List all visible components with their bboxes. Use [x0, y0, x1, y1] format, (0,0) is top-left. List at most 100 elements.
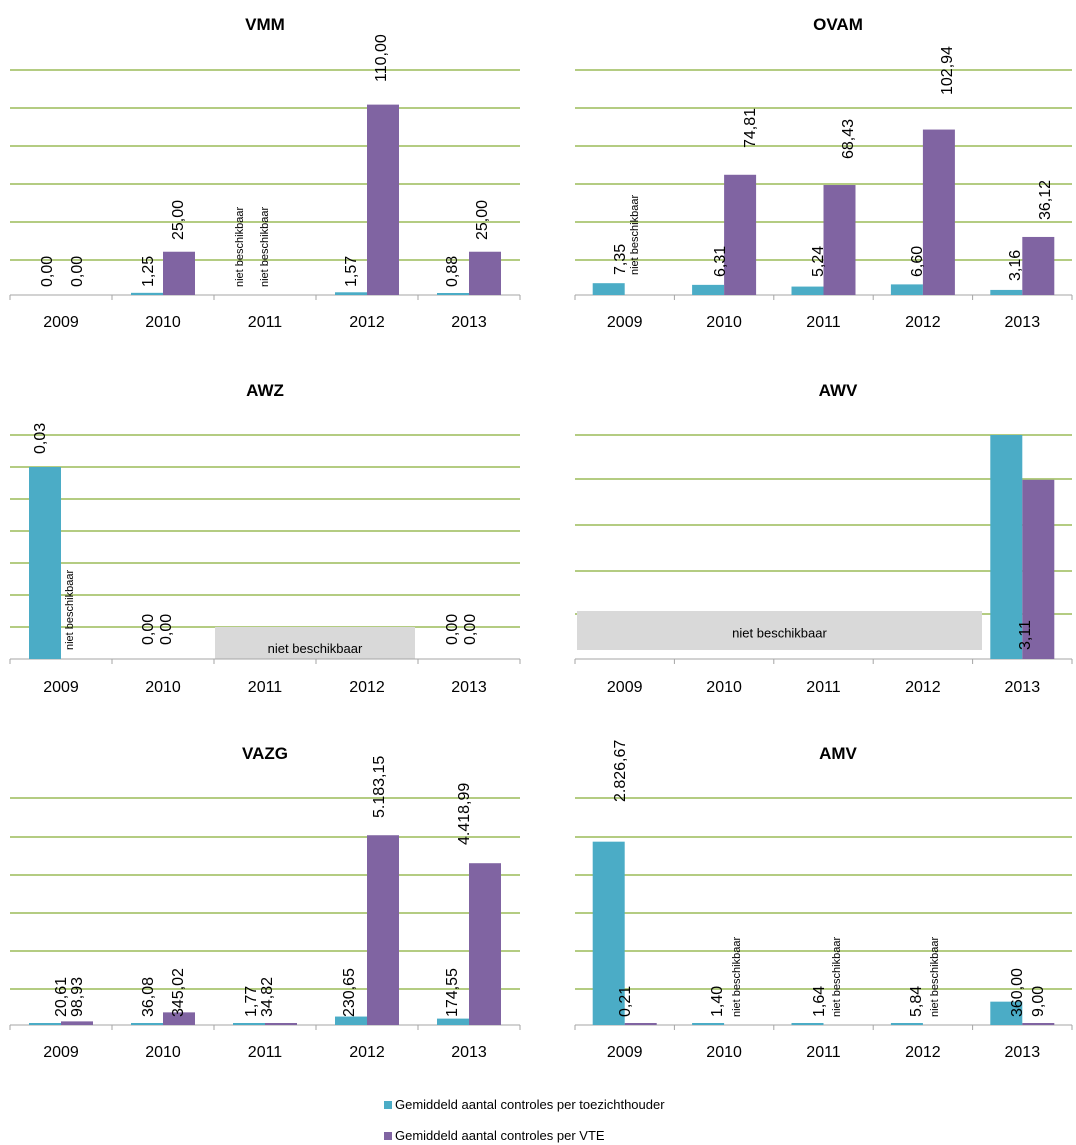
vmm-data-label-vte: 110,00: [373, 34, 390, 82]
awz-data-label-vte: 0,00: [462, 614, 479, 645]
awz-data-label-toezichthouder: 0,00: [444, 614, 461, 645]
awz-x-tick-label: 2010: [145, 679, 181, 696]
ovam-data-label-toezichthouder: 3,16: [1007, 250, 1024, 281]
amv-data-label-toezichthouder: 5,84: [908, 986, 925, 1017]
ovam-data-label-vte: 74,81: [742, 108, 759, 148]
vmm-x-tick-label: 2011: [248, 314, 283, 331]
ovam-bar-vte: [724, 174, 757, 295]
legend-item-vte: Gemiddeld aantal controles per VTE: [384, 1128, 605, 1143]
amv-data-label-vte: niet beschikbaar: [929, 937, 941, 1017]
ovam-bar-vte: [823, 185, 856, 295]
awz-na-band: [215, 627, 415, 659]
awv-x-tick-label: 2013: [1005, 679, 1041, 696]
ovam-x-tick-label: 2012: [905, 314, 941, 331]
vmm-bar-vte: [367, 104, 399, 295]
ovam-x-tick-label: 2013: [1005, 314, 1041, 331]
legend-label-vte: Gemiddeld aantal controles per VTE: [395, 1128, 605, 1143]
vmm-data-label-toezichthouder: 1,57: [343, 256, 360, 287]
vazg-data-label-vte: 98,93: [69, 977, 86, 1017]
awv-data-label-toezichthouder: 3,11: [1017, 620, 1034, 650]
vmm-bar-toezichthouder: [437, 293, 469, 295]
amv-data-label-toezichthouder: 1,64: [811, 986, 828, 1017]
ovam-x-tick-label: 2009: [607, 314, 643, 331]
vmm-data-label-vte: niet beschikbaar: [259, 207, 271, 287]
vazg-x-tick-label: 2011: [248, 1044, 283, 1061]
amv-bar-toezichthouder: [890, 1023, 923, 1025]
ovam-chart-title: OVAM: [813, 15, 863, 34]
vmm-bar-toezichthouder: [335, 292, 367, 295]
amv-x-tick-label: 2010: [706, 1044, 742, 1061]
vmm-data-label-vte: 0,00: [69, 256, 86, 287]
vazg-x-tick-label: 2010: [145, 1044, 181, 1061]
awv-x-tick-label: 2012: [905, 679, 941, 696]
vmm-x-tick-label: 2013: [451, 314, 487, 331]
vazg-data-label-vte: 345,02: [170, 968, 187, 1017]
legend-label-toezichthouder: Gemiddeld aantal controles per toezichth…: [395, 1097, 665, 1112]
amv-x-tick-label: 2009: [607, 1044, 643, 1061]
vmm-x-tick-label: 2009: [43, 314, 79, 331]
awz-x-tick-label: 2013: [451, 679, 487, 696]
amv-data-label-toezichthouder: 1,40: [709, 986, 726, 1017]
legend-item-toezichthouder: Gemiddeld aantal controles per toezichth…: [384, 1097, 665, 1112]
ovam-data-label-toezichthouder: 7,35: [612, 244, 629, 275]
awv-chart-title: AWV: [819, 381, 858, 400]
vazg-x-tick-label: 2012: [349, 1044, 385, 1061]
vmm-data-label-vte: 25,00: [474, 200, 491, 240]
vazg-bar-vte: [367, 835, 399, 1025]
vazg-chart-title: VAZG: [242, 744, 288, 763]
awz-na-band-label: niet beschikbaar: [268, 641, 363, 656]
ovam-data-label-toezichthouder: 6,31: [712, 246, 729, 277]
vazg-data-label-vte: 4.418,99: [456, 783, 473, 845]
awz-data-label-vte: niet beschikbaar: [64, 570, 76, 650]
amv-bar-toezichthouder: [692, 1023, 725, 1025]
amv-x-tick-label: 2012: [905, 1044, 941, 1061]
amv-data-label-vte: niet beschikbaar: [731, 937, 743, 1017]
vazg-bar-vte: [469, 863, 501, 1025]
ovam-bar-toezichthouder: [592, 283, 625, 295]
awv-bar-vte: [1022, 479, 1055, 659]
amv-bar-toezichthouder: [990, 1001, 1023, 1025]
vmm-data-label-toezichthouder: 0,88: [444, 256, 461, 287]
vmm-chart-title: VMM: [245, 15, 285, 34]
vmm-x-tick-label: 2010: [145, 314, 181, 331]
vmm-bar-toezichthouder: [131, 292, 163, 295]
vazg-bar-toezichthouder: [437, 1018, 469, 1025]
vmm-data-label-toezichthouder: 1,25: [140, 256, 157, 287]
awz-x-tick-label: 2012: [349, 679, 385, 696]
awz-x-tick-label: 2011: [248, 679, 283, 696]
vazg-x-tick-label: 2013: [451, 1044, 487, 1061]
vazg-bar-vte: [61, 1021, 93, 1025]
amv-data-label-toezichthouder: 360,00: [1009, 968, 1026, 1017]
ovam-data-label-vte: 68,43: [840, 119, 857, 159]
vazg-bar-toezichthouder: [335, 1016, 367, 1025]
awv-na-band-label: niet beschikbaar: [732, 626, 827, 641]
amv-data-label-toezichthouder: 2.826,67: [612, 740, 629, 802]
awv-x-tick-label: 2010: [706, 679, 742, 696]
vmm-bar-vte: [163, 251, 195, 295]
ovam-bar-toezichthouder: [791, 286, 824, 295]
awv-x-tick-label: 2011: [806, 679, 841, 696]
amv-chart-title: AMV: [819, 744, 857, 763]
vmm-bar-vte: [469, 251, 501, 295]
amv-data-label-vte: 9,00: [1030, 986, 1047, 1017]
amv-bar-vte: [624, 1023, 657, 1025]
ovam-data-label-toezichthouder: 6,60: [909, 246, 926, 277]
ovam-bar-vte: [922, 129, 955, 295]
awv-x-tick-label: 2009: [607, 679, 643, 696]
awz-data-label-toezichthouder: 0,00: [140, 614, 157, 645]
vmm-data-label-toezichthouder: 0,00: [39, 256, 56, 287]
vazg-data-label-toezichthouder: 1,77: [243, 986, 260, 1017]
legend-swatch-teal: [384, 1100, 392, 1109]
vazg-data-label-toezichthouder: 174,55: [444, 968, 461, 1017]
amv-bar-vte: [1022, 1023, 1055, 1025]
ovam-bar-vte: [1022, 236, 1055, 295]
awz-data-label-vte: 0,00: [158, 614, 175, 645]
vazg-bar-toezichthouder: [131, 1023, 163, 1025]
ovam-bar-toezichthouder: [890, 284, 923, 295]
vazg-bar-vte: [163, 1012, 195, 1025]
vmm-data-label-vte: 25,00: [170, 200, 187, 240]
ovam-data-label-toezichthouder: 5,24: [810, 246, 827, 277]
vazg-data-label-toezichthouder: 20,61: [53, 977, 70, 1017]
ovam-bar-toezichthouder: [692, 284, 725, 295]
